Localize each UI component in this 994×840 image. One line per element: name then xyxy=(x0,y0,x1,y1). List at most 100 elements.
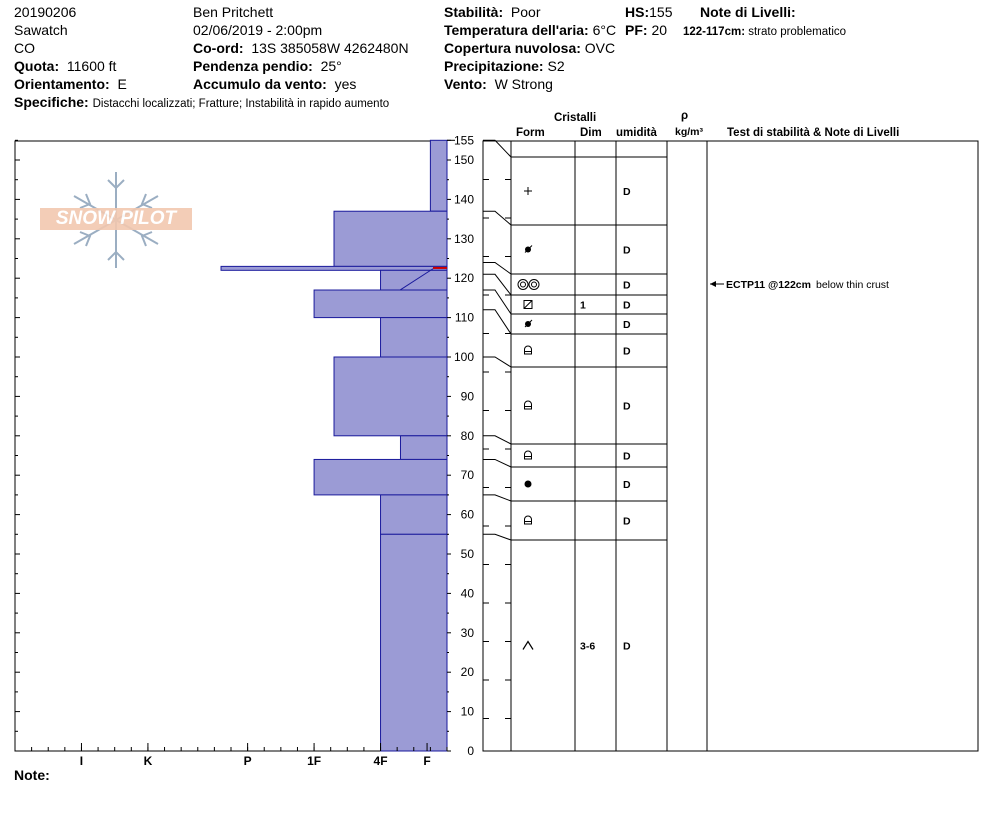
depth-tick-label: 130 xyxy=(454,232,474,246)
precipitation-particle-icon xyxy=(524,319,533,328)
crust-transition-line xyxy=(399,268,434,291)
moisture-value: D xyxy=(623,479,631,491)
moisture-value: D xyxy=(623,319,631,331)
moisture-value: D xyxy=(623,346,631,358)
layer-connector xyxy=(483,273,512,296)
dim-header: Dim xyxy=(580,127,602,139)
air-temperature: Temperatura dell'aria: 6°C xyxy=(444,22,617,38)
hardness-bar xyxy=(333,356,448,437)
moisture-value: D xyxy=(623,186,631,198)
depth-tick-label: 120 xyxy=(454,271,474,285)
depth-tick-label: 110 xyxy=(455,311,474,325)
moisture-value: D xyxy=(623,641,631,653)
moisture-header: umidità xyxy=(616,127,657,139)
depth-tick-label: 30 xyxy=(461,626,475,640)
obs-datetime: 02/06/2019 - 2:00pm xyxy=(193,22,323,38)
stability-notes-header: Test di stabilità & Note di Livelli xyxy=(727,127,900,139)
snowpilot-logo: SNOW PILOT xyxy=(38,170,198,270)
depth-tick-label: 140 xyxy=(454,192,474,206)
details: Specifiche: Distacchi localizzati; Fratt… xyxy=(14,94,390,110)
faceted-icon xyxy=(523,300,533,309)
hardness-bar xyxy=(380,494,448,535)
melt-freeze-icon xyxy=(517,279,540,290)
layer-connector xyxy=(483,210,512,226)
crystals-header: Cristalli xyxy=(554,112,597,124)
depth-tick-label: 80 xyxy=(461,429,475,443)
depth-tick-label: 20 xyxy=(461,665,475,679)
hardness-bar xyxy=(333,210,448,267)
hardness-tick-label: 4F xyxy=(374,754,388,768)
layer-table-frame xyxy=(482,140,979,752)
layer-connector xyxy=(483,533,512,541)
depth-tick-label: 100 xyxy=(454,350,474,364)
layer-connector xyxy=(483,356,512,368)
precipitation-particle-icon xyxy=(524,245,533,253)
slope-angle: Pendenza pendio: 25° xyxy=(193,58,342,74)
depth-tick-label: 70 xyxy=(461,468,475,482)
rounded-grain-icon xyxy=(524,480,532,488)
sky-cover: Copertura nuvolosa: OVC xyxy=(444,40,616,56)
layer-connector xyxy=(483,435,512,445)
foot-penetration: PF: 20 xyxy=(625,22,668,38)
wind: Vento: W Strong xyxy=(444,76,553,92)
rho-header: ρ xyxy=(681,110,689,122)
moisture-value: D xyxy=(623,451,631,463)
new-snow-icon xyxy=(524,187,532,195)
aspect: Orientamento: E xyxy=(14,76,127,92)
grain-size: 3-6 xyxy=(580,641,595,653)
arrow-head-icon xyxy=(710,281,716,287)
coordinates: Co-ord: 13S 385058W 4262480N xyxy=(193,40,409,56)
depth-tick-label: 0 xyxy=(467,744,474,758)
rounding-facet-icon xyxy=(524,515,532,525)
hardness-bar xyxy=(399,435,448,460)
state: CO xyxy=(14,40,35,56)
depth-tick-label: 60 xyxy=(461,508,475,522)
notes-label: Note: xyxy=(14,767,50,783)
layer-connector xyxy=(483,458,512,468)
hardness-bar xyxy=(220,265,448,271)
hardness-tick-label: I xyxy=(80,754,83,768)
depth-tick-label: 155 xyxy=(454,133,474,147)
depth-tick-label: 10 xyxy=(461,705,475,719)
hardness-tick-label: K xyxy=(144,754,153,768)
hardness-bar xyxy=(380,533,448,752)
logo-text: SNOW PILOT xyxy=(40,208,192,230)
depth-tick-label: 150 xyxy=(454,153,474,167)
hardness-tick-label: 1F xyxy=(307,754,321,768)
rounding-facet-icon xyxy=(524,345,532,355)
hardness-bar xyxy=(429,139,448,212)
moisture-value: D xyxy=(623,280,631,292)
observer-name: Ben Pritchett xyxy=(193,4,274,20)
hardness-bar xyxy=(380,317,448,358)
moisture-value: D xyxy=(623,245,631,257)
rounding-facet-icon xyxy=(524,400,532,410)
density-header: kg/m³ xyxy=(675,126,704,138)
stability-test-label: ECTP11 @122cm xyxy=(726,279,811,291)
form-header: Form xyxy=(516,127,545,139)
layer-connector xyxy=(483,494,512,502)
stability-test-note: below thin crust xyxy=(816,279,889,291)
layer-connector xyxy=(483,289,512,315)
snow-height: HS:155 xyxy=(625,4,673,20)
obs-date: 20190206 xyxy=(14,4,77,20)
snowflake-icon xyxy=(73,172,159,268)
hardness-bar xyxy=(380,269,448,291)
precipitation: Precipitazione: S2 xyxy=(444,58,565,74)
moisture-value: D xyxy=(623,516,631,528)
rounding-facet-icon xyxy=(524,450,532,460)
mountain-range: Sawatch xyxy=(14,22,68,38)
stability: Stabilità: Poor xyxy=(444,4,541,20)
hardness-bar xyxy=(313,289,448,319)
depth-tick-label: 90 xyxy=(461,389,475,403)
wind-loading: Accumulo da vento: yes xyxy=(193,76,357,92)
hardness-tick-label: P xyxy=(244,754,252,768)
layer-notes-title: Note di Livelli: xyxy=(700,4,796,20)
moisture-value: D xyxy=(623,300,631,312)
hardness-tick-label: F xyxy=(423,754,430,768)
depth-tick-label: 50 xyxy=(461,547,475,561)
layer-connector xyxy=(483,139,512,158)
grain-size: 1 xyxy=(580,300,586,312)
elevation: Quota: 11600 ft xyxy=(14,58,117,74)
layer-connector xyxy=(483,309,512,335)
